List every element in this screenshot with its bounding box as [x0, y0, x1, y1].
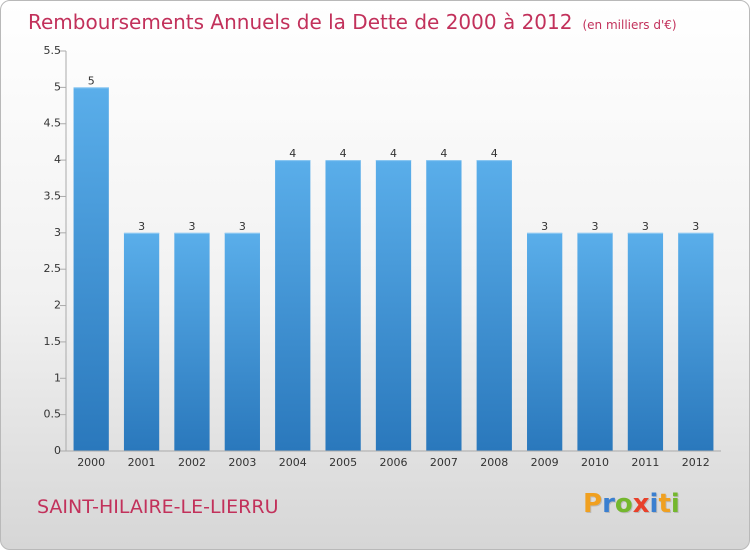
- x-tick-label: 2010: [581, 456, 609, 469]
- x-tick-label: 2002: [178, 456, 206, 469]
- y-tick-label: 3.5: [44, 189, 62, 202]
- y-axis: 0 0.5 1 1.5 2 2.5 3 3.5 4 4.5 5 5.5: [44, 44, 67, 457]
- x-tick-label: 2001: [128, 456, 156, 469]
- y-tick-label: 1: [54, 371, 61, 384]
- bar: [224, 232, 260, 451]
- x-tick-label: 2012: [682, 456, 710, 469]
- data-label: 4: [440, 147, 447, 160]
- bar: [275, 160, 311, 451]
- bars-group: 5 3 3 3 4 4 4 4 4 3 3 3 3: [73, 74, 714, 451]
- bar: [577, 232, 613, 451]
- x-tick-label: 2008: [480, 456, 508, 469]
- data-label: 5: [88, 74, 95, 87]
- x-tick-label: 2005: [329, 456, 357, 469]
- logo-letter: i: [670, 489, 680, 519]
- bar: [375, 160, 412, 451]
- y-tick-label: 2.5: [44, 262, 62, 275]
- x-tick-label: 2004: [279, 456, 307, 469]
- title-text: Remboursements Annuels de la Dette de 20…: [28, 10, 573, 34]
- logo-letter: o: [614, 489, 633, 519]
- logo-letter: P: [583, 489, 603, 519]
- x-tick-label: 2003: [228, 456, 256, 469]
- logo-letter: i: [649, 489, 659, 519]
- data-label: 4: [289, 147, 296, 160]
- y-tick-label: 2: [54, 299, 61, 312]
- proxiti-logo: Proxiti: [583, 489, 680, 519]
- y-tick-label: 4.5: [44, 117, 62, 130]
- y-tick-label: 1.5: [44, 335, 62, 348]
- bar: [527, 232, 563, 451]
- logo-letter: t: [658, 489, 671, 519]
- unit-label: (en milliers d'€): [582, 18, 677, 32]
- data-label: 3: [188, 220, 195, 233]
- data-label: 4: [491, 147, 498, 160]
- bar: [325, 160, 361, 451]
- y-tick-label: 0: [54, 444, 61, 457]
- x-tick-label: 2009: [531, 456, 559, 469]
- data-label: 3: [541, 220, 548, 233]
- logo-letter: x: [632, 489, 650, 519]
- x-tick-label: 2011: [631, 456, 659, 469]
- chart-title: Remboursements Annuels de la Dette de 20…: [28, 10, 677, 34]
- y-tick-label: 5.5: [44, 44, 62, 57]
- y-tick-label: 0.5: [44, 408, 62, 421]
- x-tick-label: 2007: [430, 456, 458, 469]
- bar: [476, 160, 512, 451]
- y-tick-label: 4: [54, 153, 61, 166]
- data-label: 4: [390, 147, 397, 160]
- bar: [627, 232, 664, 451]
- data-label: 4: [340, 147, 347, 160]
- bar: [678, 232, 714, 451]
- x-tick-label: 2000: [77, 456, 105, 469]
- bar: [426, 160, 462, 451]
- data-label: 3: [138, 220, 145, 233]
- y-tick-label: 3: [54, 226, 61, 239]
- x-axis: 2000 2001 2002 2003 2004 2005 2006 2007 2008 2009…: [66, 450, 721, 469]
- data-label: 3: [239, 220, 246, 233]
- bar: [174, 232, 210, 451]
- y-tick-label: 5: [54, 80, 61, 93]
- logo-letter: r: [602, 489, 615, 519]
- x-tick-label: 2006: [380, 456, 408, 469]
- data-label: 3: [642, 220, 649, 233]
- data-label: 3: [692, 220, 699, 233]
- data-label: 3: [592, 220, 599, 233]
- bar: [123, 232, 160, 451]
- commune-name: SAINT-HILAIRE-LE-LIERRU: [37, 496, 279, 518]
- bar: [73, 87, 109, 451]
